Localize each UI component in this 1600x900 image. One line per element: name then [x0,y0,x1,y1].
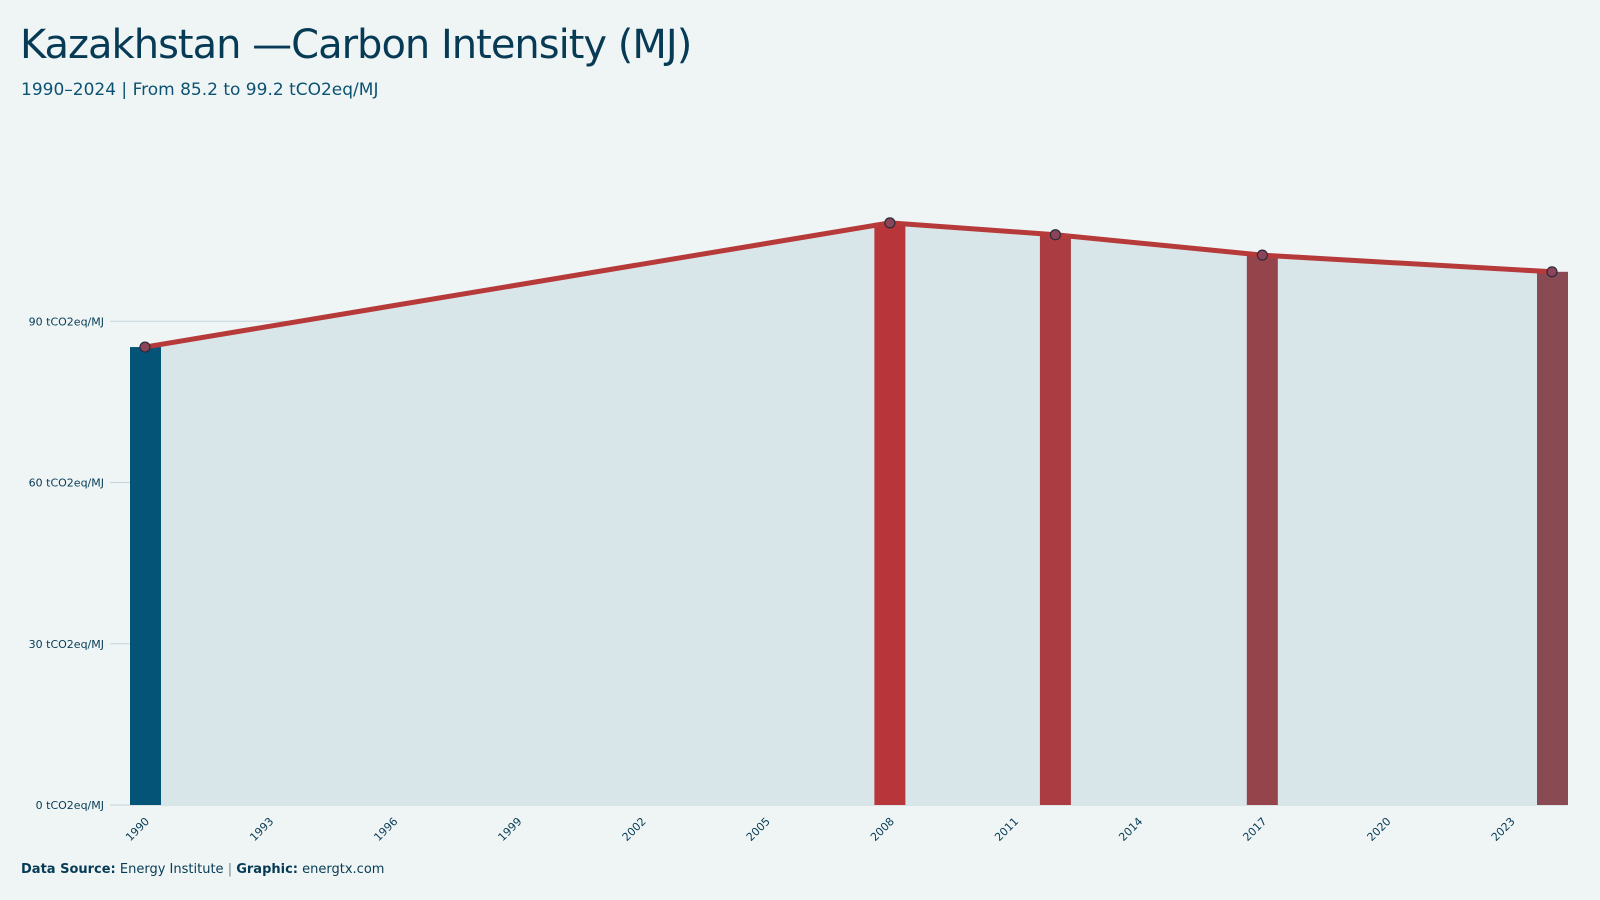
bar-2008 [874,222,906,805]
x-tick-label-2020: 2020 [1365,815,1394,844]
chart-title: Kazakhstan —Carbon Intensity (MJ) [20,22,692,68]
bar-2017 [1246,255,1278,805]
x-tick-label-2011: 2011 [992,815,1021,844]
y-axis-labels: 0 tCO2eq/MJ 30 tCO2eq/MJ 60 tCO2eq/MJ 90 tC… [29,315,104,812]
x-tick-label-2005: 2005 [744,815,773,844]
y-tick-label-90: 90 tCO2eq/MJ [29,315,104,328]
y-tick-label-0: 0 tCO2eq/MJ [36,799,104,812]
data-point-1990 [139,341,151,353]
bar-1990 [130,347,161,805]
data-point-2008 [884,217,896,229]
x-axis-labels: 1990 1993 1996 1999 2002 2005 2008 2011 2014 2017… [123,815,1518,844]
data-point-2024 [1546,266,1558,278]
graphic-value: energtx.com [302,862,385,877]
x-tick-label-1999: 1999 [496,815,525,844]
y-tick-label-60: 60 tCO2eq/MJ [29,477,104,490]
bar-2012 [1039,234,1071,805]
x-tick-label-2002: 2002 [620,815,649,844]
x-tick-label-1996: 1996 [371,815,400,844]
x-tick-label-2023: 2023 [1489,815,1518,844]
y-tick-label-30: 30 tCO2eq/MJ [29,638,104,651]
graphic-key: Graphic: [236,862,298,877]
x-tick-label-1990: 1990 [123,815,152,844]
highlight-bars [130,222,1568,805]
x-tick-label-2008: 2008 [868,815,897,844]
x-tick-label-1993: 1993 [247,815,276,844]
data-point-2017 [1256,249,1268,261]
bar-2024 [1537,271,1568,805]
area-fill [145,222,1552,805]
chart-subtitle: 1990–2024 | From 85.2 to 99.2 tCO2eq/MJ [21,80,379,100]
data-points [139,217,1558,353]
data-point-2012 [1049,229,1062,241]
source-key: Data Source: [21,862,116,877]
x-tick-label-2014: 2014 [1116,815,1145,844]
area-fill-layer [145,222,1552,805]
footer-separator: | [227,862,233,877]
x-tick-label-2017: 2017 [1240,815,1269,844]
chart-footer: Data Source: Energy Institute | Graphic:… [21,862,384,877]
source-value: Energy Institute [119,862,224,877]
